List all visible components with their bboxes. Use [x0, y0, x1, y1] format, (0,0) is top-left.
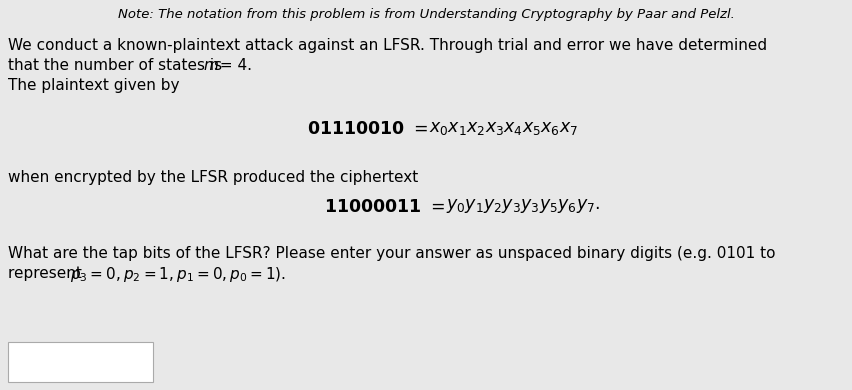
Text: $p_3 = 0, p_2 = 1, p_1 = 0, p_0 = 1).$: $p_3 = 0, p_2 = 1, p_1 = 0, p_0 = 1).$	[70, 265, 285, 284]
Text: represent: represent	[8, 266, 87, 281]
Text: Note: The notation from this problem is from Understanding Cryptography by Paar : Note: The notation from this problem is …	[118, 8, 734, 21]
Text: when encrypted by the LFSR produced the ciphertext: when encrypted by the LFSR produced the …	[8, 170, 417, 185]
Text: 01110010 $=$: 01110010 $=$	[307, 120, 433, 138]
Text: $y_0y_1y_2y_3y_3y_5y_6y_7.$: $y_0y_1y_2y_3y_3y_5y_6y_7.$	[446, 197, 600, 215]
Text: We conduct a known-plaintext attack against an LFSR. Through trial and error we : We conduct a known-plaintext attack agai…	[8, 38, 766, 53]
Text: 11000011 $=$: 11000011 $=$	[324, 198, 450, 216]
Bar	[8, 342, 153, 382]
Text: What are the tap bits of the LFSR? Please enter your answer as unspaced binary d: What are the tap bits of the LFSR? Pleas…	[8, 246, 774, 261]
Text: $x_0x_1x_2x_3x_4x_5x_6x_7$: $x_0x_1x_2x_3x_4x_5x_6x_7$	[429, 119, 578, 137]
Text: The plaintext given by: The plaintext given by	[8, 78, 179, 93]
Text: that the number of states is: that the number of states is	[8, 58, 227, 73]
Text: $m$: $m$	[203, 58, 219, 73]
Text: = 4.: = 4.	[215, 58, 251, 73]
